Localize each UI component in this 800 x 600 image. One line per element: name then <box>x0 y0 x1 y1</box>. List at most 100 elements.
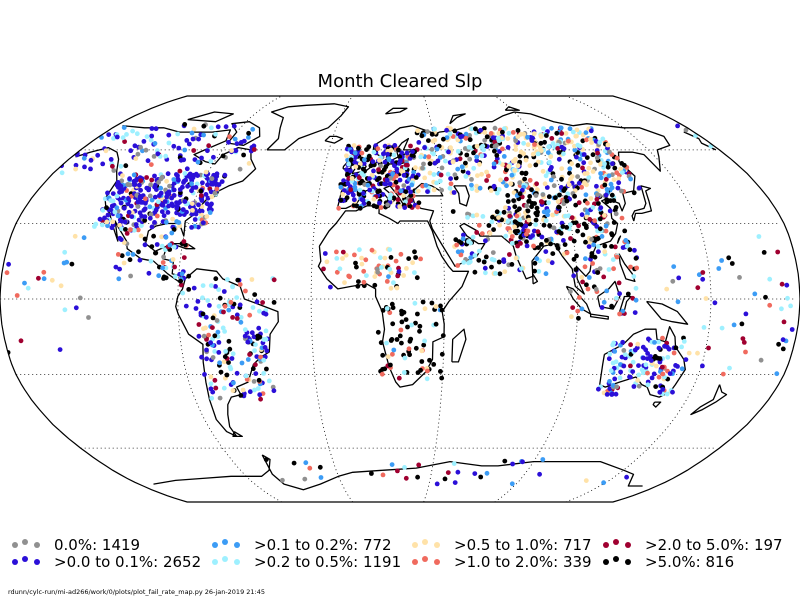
station-marker <box>395 468 400 474</box>
station-marker <box>543 271 549 277</box>
station-marker <box>429 131 435 137</box>
station-marker <box>455 149 461 154</box>
station-marker <box>617 291 622 297</box>
station-marker <box>401 370 407 375</box>
legend-label: 0.0%: 1419 <box>54 536 141 554</box>
station-marker <box>111 136 116 141</box>
station-marker <box>216 350 222 355</box>
station-marker <box>251 379 257 384</box>
station-marker <box>700 363 705 369</box>
legend-dot <box>613 556 619 562</box>
station-marker <box>579 274 585 280</box>
station-marker <box>348 187 354 193</box>
station-marker <box>338 197 344 203</box>
station-marker <box>386 157 392 163</box>
station-marker <box>219 179 225 185</box>
station-marker <box>594 236 600 242</box>
station-marker <box>643 362 649 368</box>
station-marker <box>524 203 530 209</box>
station-marker <box>119 178 125 184</box>
station-marker <box>583 478 589 483</box>
station-marker <box>469 126 475 132</box>
coastline <box>618 253 636 283</box>
station-marker <box>450 209 456 214</box>
station-marker <box>547 159 552 165</box>
station-marker <box>452 128 458 134</box>
coastline <box>75 125 717 283</box>
station-marker <box>551 183 557 189</box>
station-marker <box>448 145 453 151</box>
station-marker <box>508 229 513 235</box>
station-marker <box>616 280 622 286</box>
station-marker <box>73 162 79 168</box>
station-marker <box>49 277 55 283</box>
station-marker <box>532 201 537 206</box>
station-marker <box>148 182 154 188</box>
station-marker <box>378 340 384 346</box>
station-marker <box>501 257 507 262</box>
station-marker <box>256 325 262 331</box>
station-marker <box>156 273 162 279</box>
station-marker <box>497 271 503 277</box>
station-marker <box>135 151 141 157</box>
station-marker <box>161 274 167 280</box>
station-marker <box>189 211 195 217</box>
station-marker <box>488 131 494 136</box>
station-marker <box>203 169 209 175</box>
station-marker <box>147 204 153 210</box>
station-marker <box>215 124 221 130</box>
station-marker <box>216 287 222 292</box>
station-marker <box>420 299 426 305</box>
coastline <box>504 106 520 111</box>
legend-dot <box>212 542 218 548</box>
station-marker <box>675 123 680 129</box>
station-marker <box>636 363 641 368</box>
station-marker <box>556 156 562 162</box>
station-marker <box>535 229 541 235</box>
station-marker <box>118 237 124 243</box>
legend-dot <box>603 559 609 565</box>
station-marker <box>588 196 594 201</box>
station-marker <box>186 287 192 292</box>
station-marker <box>450 159 456 165</box>
station-marker <box>415 128 421 134</box>
station-marker <box>390 321 396 327</box>
station-marker <box>158 176 164 182</box>
station-marker <box>136 249 141 255</box>
station-marker <box>113 264 119 270</box>
station-marker <box>260 300 265 305</box>
station-marker <box>427 357 432 363</box>
station-marker <box>212 349 218 354</box>
station-marker <box>491 161 497 167</box>
station-marker <box>594 224 600 229</box>
station-marker <box>466 260 471 266</box>
station-marker <box>566 138 571 144</box>
station-marker <box>157 193 162 198</box>
station-marker <box>369 247 375 253</box>
station-marker <box>619 215 625 221</box>
station-marker <box>334 256 340 261</box>
station-marker <box>632 310 638 315</box>
station-marker <box>534 256 540 262</box>
station-marker <box>271 388 277 394</box>
station-marker <box>238 393 244 398</box>
station-marker <box>655 355 660 361</box>
meridian-line <box>310 96 354 502</box>
station-marker <box>347 274 352 280</box>
station-marker <box>446 149 451 155</box>
station-marker <box>143 147 149 153</box>
station-marker <box>477 185 483 191</box>
station-marker <box>102 196 108 202</box>
station-marker <box>58 283 64 289</box>
station-marker <box>398 251 404 257</box>
station-marker <box>463 174 469 179</box>
station-marker <box>555 146 561 151</box>
station-marker <box>111 168 117 173</box>
station-marker <box>92 224 97 229</box>
station-marker <box>206 143 212 149</box>
station-marker <box>251 147 257 152</box>
station-marker <box>740 336 746 341</box>
station-marker <box>249 277 255 282</box>
station-marker <box>390 305 396 311</box>
station-marker <box>379 371 385 377</box>
